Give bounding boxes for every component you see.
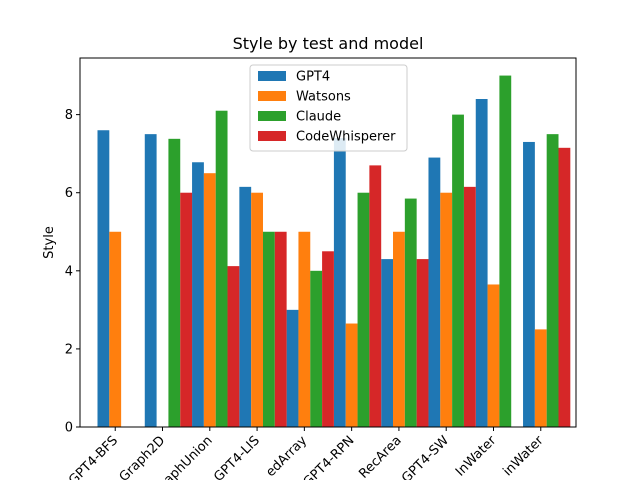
bar-claude-graph2d [168,138,181,428]
bar-codewhisperer-sortedarray [322,251,334,427]
bar-claude-gpt4-sw [452,114,464,427]
legend-label-watsons: Watsons [296,90,351,105]
bar-claude-rainwater [546,134,559,427]
legend: GPT4 Watsons Claude CodeWhisperer [249,64,408,152]
bar-claude-recarea [404,198,417,427]
bar-codewhisperer-gpt4-lis [274,231,287,427]
legend-swatch-gpt4 [258,71,286,81]
bar-gpt4-rainwater [523,141,535,427]
bar-claude-graphunion [215,110,228,427]
bar-watsons-gpt4-bfs [109,231,122,427]
bar-gpt4-gpt4-rpn [333,138,346,428]
bar-watsons-inwater [487,284,500,427]
y-tick-label: 0 [65,421,73,436]
bar-watsons-rainwater [534,329,547,427]
y-axis: 0 2 4 6 8 [65,108,80,436]
chart-title: Style by test and model [233,34,424,53]
bar-watsons-recarea [393,231,405,427]
bar-gpt4-inwater [475,99,488,427]
bar-watsons-sortedarray [298,231,311,427]
y-tick-label: 4 [65,264,73,279]
bar-gpt4-gpt4-lis [239,186,252,427]
y-tick-label: 6 [65,186,73,201]
bar-claude-gpt4-lis [262,231,275,427]
bar-codewhisperer-recarea [416,259,429,427]
x-tick-label: inWater [500,433,547,480]
bar-claude-gpt4-rpn [357,192,370,427]
y-axis-label: Style [42,226,57,259]
x-tick-label: GPT4-LIS [211,433,263,480]
legend-swatch-codewhisperer [258,131,286,141]
legend-label-codewhisperer: CodeWhisperer [296,130,396,145]
bar-gpt4-graph2d [144,134,157,427]
bar-gpt4-recarea [381,259,394,427]
x-tick-label: GPT4-BFS [66,433,121,480]
bar-watsons-gpt4-rpn [345,323,358,427]
bar-gpt4-gpt4-sw [428,157,441,428]
bar-gpt4-gpt4-bfs [97,130,110,427]
x-tick-label: GPT4-SW [399,433,452,480]
x-tick-label: RecArea [356,433,404,480]
x-tick-label: GPT4-RPN [301,433,358,480]
bar-claude-sortedarray [310,270,323,427]
bar-watsons-gpt4-lis [251,192,263,427]
legend-box [249,64,408,152]
bar-codewhisperer-graph2d [180,192,193,427]
bar-codewhisperer-rainwater [558,147,571,428]
bar-codewhisperer-gpt4-rpn [369,165,382,427]
y-tick-label: 8 [65,108,73,123]
bar-watsons-graphunion [203,173,216,427]
plot-frame [79,57,577,428]
legend-label-claude: Claude [296,110,341,125]
x-tick-label: Graph2D [117,433,169,480]
bars-layer [97,75,571,428]
x-tick-label: edArray [263,433,310,480]
bar-claude-inwater [499,75,512,428]
bar-codewhisperer-gpt4-sw [463,186,476,427]
x-tick-label: aphUnion [161,433,215,480]
x-tick-label: InWater [453,433,500,480]
bar-watsons-gpt4-sw [440,192,453,427]
legend-swatch-watsons [258,91,286,101]
bar-gpt4-graphunion [192,162,204,427]
bar-gpt4-sortedarray [286,309,299,427]
legend-label-gpt4: GPT4 [296,70,330,85]
legend-swatch-claude [258,111,286,121]
y-tick-label: 2 [65,342,73,357]
bar-codewhisperer-graphunion [227,266,240,427]
